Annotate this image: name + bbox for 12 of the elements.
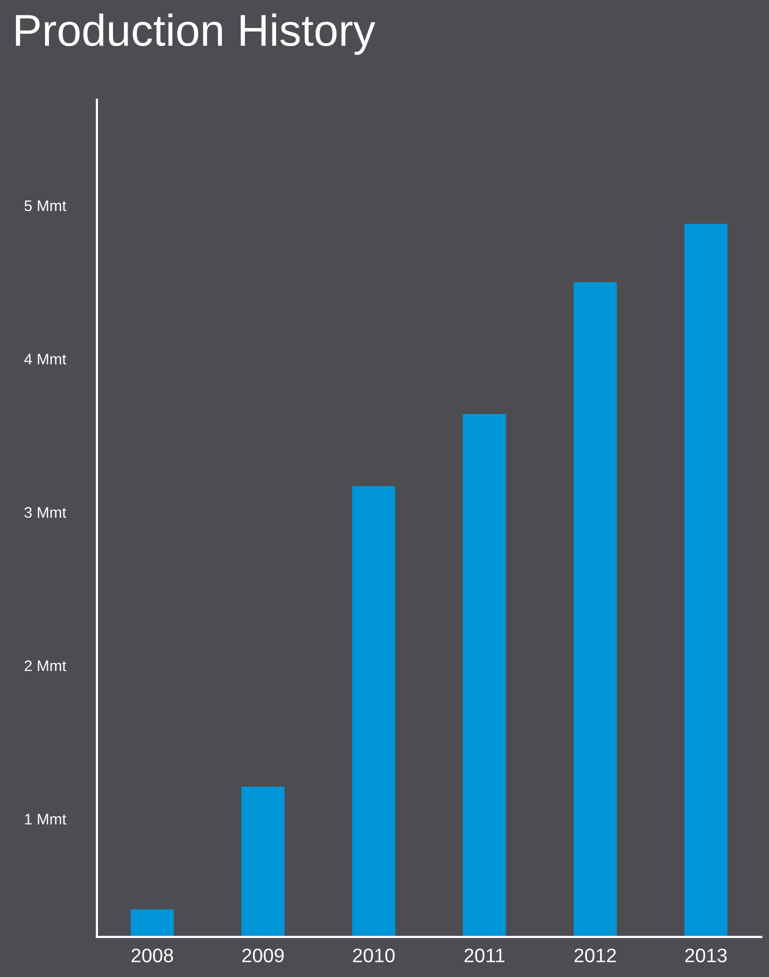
y-tick-label: 3 Mmt	[24, 507, 66, 518]
chart-title: Production History	[16, 13, 376, 55]
x-tick-label: 2013	[685, 948, 727, 962]
x-tick-label: 2012	[574, 948, 616, 962]
y-tick-label: 4 Mmt	[24, 354, 66, 364]
x-tick-label: 2008	[132, 948, 174, 962]
y-tick-label: 2 Mmt	[24, 660, 66, 672]
y-tick-label: 1 Mmt	[25, 814, 66, 825]
x-tick-label: 2010	[353, 948, 395, 962]
x-tick-label: 2011	[464, 948, 504, 962]
y-tick-label: 5 Mmt	[24, 200, 66, 212]
x-tick-label: 2009	[242, 948, 284, 962]
